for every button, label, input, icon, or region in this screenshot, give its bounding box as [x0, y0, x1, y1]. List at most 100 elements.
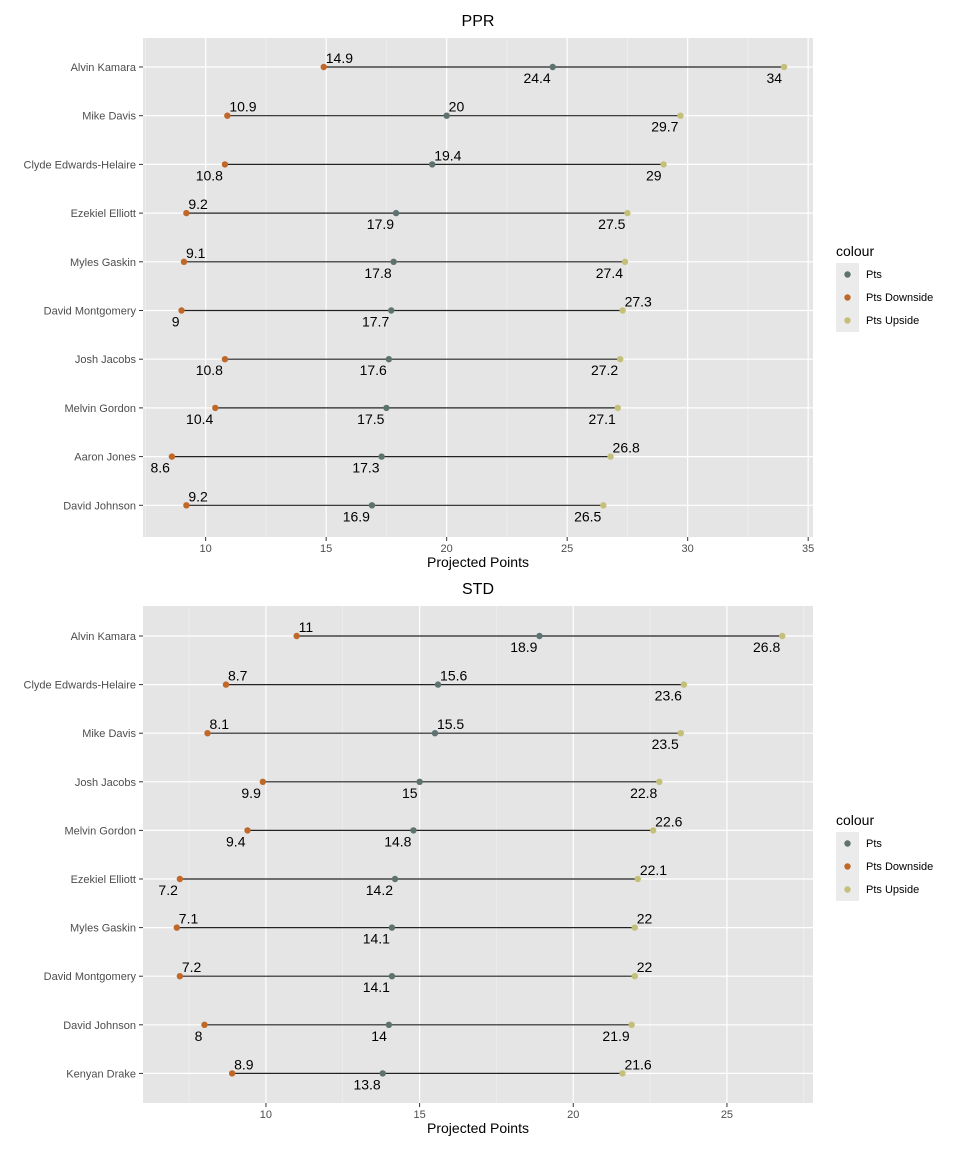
data-label-pts-upside: 27.4: [596, 265, 623, 281]
point-pts: [410, 827, 417, 834]
data-label-pts-downside: 9.2: [188, 196, 208, 212]
data-label-pts: 15: [402, 785, 418, 801]
point-pts-upside: [649, 827, 657, 834]
data-label-pts: 14: [371, 1028, 387, 1044]
data-label-pts: 17.5: [357, 411, 384, 427]
point-pts-upside: [614, 404, 621, 412]
y-tick-label: Myles Gaskin: [70, 923, 136, 935]
y-tick-label: Kenyan Drake: [66, 1068, 136, 1080]
point-pts-downside: [221, 356, 229, 363]
y-tick-label: Myles Gaskin: [70, 257, 136, 269]
y-tick-label: Alvin Kamara: [71, 62, 137, 74]
chart-panel-std: STD 10 15 20 25 Projected Points Alvin Kamara C…: [24, 581, 934, 1136]
y-tick-label: David Montgomery: [44, 971, 137, 983]
data-label-pts-downside: 8.9: [234, 1056, 254, 1072]
data-label-pts-upside: 22.1: [640, 862, 667, 878]
legend-key-point: [844, 863, 851, 870]
y-tick-label: Melvin Gordon: [64, 403, 136, 415]
chart-title: PPR: [462, 13, 495, 30]
data-label-pts-upside: 22.6: [655, 813, 682, 829]
data-label-pts-downside: 9.1: [186, 245, 206, 261]
data-label-pts-downside: 10.8: [196, 362, 223, 378]
point-pts: [536, 632, 543, 640]
x-tick-label: 15: [413, 1109, 425, 1121]
point-pts-downside: [176, 875, 184, 883]
y-tick-label: Josh Jacobs: [75, 777, 137, 789]
x-tick-label: 35: [802, 543, 814, 555]
data-label-pts-downside: 9.2: [188, 488, 208, 504]
x-tick-label: 20: [567, 1109, 579, 1121]
data-label-pts-downside: 9.9: [241, 785, 261, 801]
data-label-pts: 17.6: [360, 362, 387, 378]
legend-label: Pts Upside: [866, 315, 919, 327]
legend: colour Pts Pts Downside Pts Upside: [836, 243, 933, 332]
data-label-pts-upside: 27.3: [625, 294, 652, 310]
legend-key-point: [844, 840, 851, 847]
legend-key-point: [844, 271, 851, 278]
data-label-pts-upside: 23.5: [652, 736, 679, 752]
plot-panel: [143, 38, 813, 537]
x-tick-label: 15: [320, 543, 332, 555]
legend: colour Pts Pts Downside Pts Upside: [836, 812, 933, 901]
point-pts-upside: [780, 63, 788, 71]
y-tick-label: David Johnson: [63, 1020, 136, 1032]
data-label-pts-downside: 10.8: [196, 167, 223, 183]
data-label-pts: 17.7: [362, 314, 389, 330]
data-label-pts-downside: 9.4: [226, 833, 246, 849]
point-pts-downside: [259, 778, 267, 785]
point-pts: [392, 209, 400, 217]
x-tick-label: 10: [200, 543, 212, 555]
plot-panel: [143, 606, 813, 1103]
y-tick-label: Clyde Edwards-Helaire: [24, 159, 137, 171]
point-pts: [385, 1021, 393, 1028]
point-pts-upside: [631, 973, 638, 980]
point-pts-upside: [624, 209, 631, 217]
data-label-pts: 13.8: [353, 1076, 380, 1092]
data-label-pts: 17.3: [352, 460, 379, 476]
data-label-pts-downside: 7.2: [158, 882, 178, 898]
y-tick-label: Josh Jacobs: [75, 354, 137, 366]
legend-key-point: [844, 294, 851, 301]
data-label-pts-downside: 8.6: [150, 460, 170, 476]
y-tick-label: Melvin Gordon: [64, 825, 136, 837]
point-pts: [443, 112, 450, 119]
data-label-pts-upside: 29.7: [651, 119, 678, 135]
chart-panel-ppr: PPR 10 15 20 25 30 35 Projected Points Alvin Kam…: [24, 13, 934, 570]
data-label-pts-downside: 7.2: [182, 959, 202, 975]
y-tick-label: David Montgomery: [44, 306, 137, 318]
data-label-pts-downside: 11: [299, 619, 314, 635]
data-label-pts-upside: 26.5: [574, 508, 601, 524]
y-tick-label: David Johnson: [63, 500, 136, 512]
x-tick-label: 25: [561, 543, 573, 555]
legend-label: Pts: [866, 269, 882, 281]
point-pts-upside: [634, 875, 642, 883]
data-label-pts-upside: 29: [646, 167, 662, 183]
data-label-pts: 15.6: [440, 668, 467, 684]
data-label-pts: 14.1: [363, 979, 390, 995]
point-pts-downside: [178, 307, 185, 314]
data-label-pts-upside: 23.6: [655, 688, 682, 704]
point-pts-downside: [168, 453, 176, 460]
data-label-pts-downside: 8: [195, 1028, 203, 1044]
point-pts-downside: [201, 1021, 208, 1028]
point-pts: [434, 681, 442, 688]
legend-key-point: [844, 886, 851, 893]
data-label-pts-upside: 27.2: [591, 362, 618, 378]
point-pts: [416, 778, 423, 785]
point-pts-upside: [619, 307, 626, 314]
point-pts-upside: [660, 161, 667, 168]
point-pts-upside: [600, 502, 607, 509]
point-pts-downside: [204, 730, 211, 737]
point-pts-downside: [293, 632, 300, 640]
point-pts-downside: [228, 1070, 236, 1077]
point-pts: [549, 63, 556, 71]
point-pts-downside: [183, 502, 190, 509]
point-pts: [368, 502, 376, 509]
point-pts-upside: [628, 1021, 635, 1028]
x-tick-label: 20: [441, 543, 453, 555]
data-label-pts: 20: [449, 99, 465, 115]
legend-label: Pts Upside: [866, 884, 919, 896]
point-pts-upside: [656, 778, 663, 785]
point-pts-downside: [173, 924, 181, 931]
